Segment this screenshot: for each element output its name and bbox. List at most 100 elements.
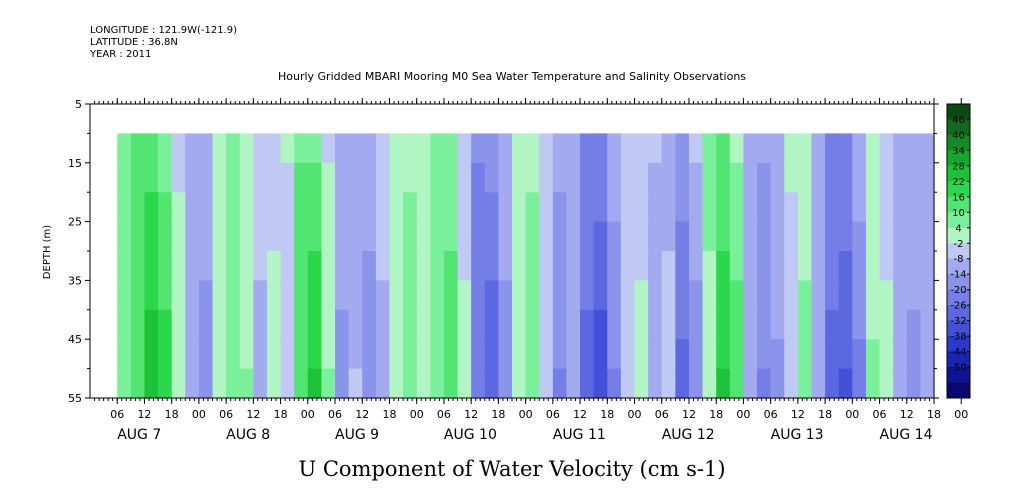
y-axis-label: DEPTH (m) (42, 225, 53, 279)
heatmap-cell (770, 339, 785, 370)
heatmap-cell (566, 221, 581, 252)
heatmap-cell (797, 192, 813, 223)
x-hour-label: 12 (900, 408, 914, 421)
heatmap-cell (443, 309, 459, 340)
heatmap-cell (294, 251, 309, 281)
heatmap-cell (620, 309, 636, 340)
heatmap-cell (688, 162, 704, 193)
heatmap-cell (416, 309, 431, 340)
heatmap-cell (198, 162, 214, 193)
x-hour-label: 18 (818, 408, 832, 421)
heatmap-cell (498, 309, 513, 340)
heatmap-cell (865, 221, 881, 252)
heatmap-cell (893, 309, 908, 340)
heatmap-cell (852, 280, 867, 311)
heatmap-cell (920, 221, 935, 252)
heatmap-cell (239, 251, 254, 281)
heatmap-cell (838, 368, 853, 399)
heatmap-cell (130, 368, 146, 399)
heatmap-cell (171, 192, 186, 223)
y-tick-label: 45 (68, 333, 82, 346)
heatmap-cell (171, 133, 186, 164)
heatmap-cell (348, 251, 363, 281)
heatmap-cell (879, 192, 894, 223)
heatmap-cell (797, 162, 813, 193)
colorbar-label: -38 (950, 332, 966, 343)
heatmap-cell (348, 221, 363, 252)
colorbar-label: -14 (950, 270, 966, 281)
colorbar-segment (947, 243, 970, 260)
heatmap-cell (620, 339, 636, 370)
heatmap-cell (348, 339, 363, 370)
heatmap-cell (920, 368, 935, 399)
heatmap-cell (811, 339, 826, 370)
heatmap-cell (757, 339, 772, 370)
heatmap-cell (266, 368, 282, 399)
heatmap-cell (893, 280, 908, 311)
heatmap-cell (375, 133, 391, 164)
heatmap-cell (675, 280, 690, 311)
heatmap-cell (757, 280, 772, 311)
heatmap-cell (348, 133, 363, 164)
heatmap-cell (539, 251, 554, 281)
colorbar-label: 28 (952, 161, 965, 172)
heatmap-cell (117, 251, 132, 281)
heatmap-cell (253, 221, 268, 252)
heatmap-cell (375, 309, 391, 340)
heatmap-cell (307, 309, 323, 340)
heatmap-cell (757, 251, 772, 281)
heatmap-cell (280, 368, 295, 399)
heatmap-cell (675, 339, 690, 370)
heatmap-cell (307, 221, 323, 252)
heatmap-cell (443, 368, 459, 399)
heatmap-cell (675, 368, 690, 399)
heatmap-cell (648, 368, 663, 399)
heatmap-cell (580, 280, 595, 311)
heatmap-cell (280, 192, 295, 223)
heatmap-cell (906, 368, 921, 399)
heatmap-cell (171, 368, 186, 399)
heatmap-cell (226, 251, 241, 281)
heatmap-cell (852, 339, 867, 370)
heatmap-cell (158, 133, 173, 164)
heatmap-cell (620, 251, 636, 281)
heatmap-cell (757, 368, 772, 399)
heatmap-cell (185, 309, 200, 340)
x-hour-label: 00 (845, 408, 859, 421)
x-hour-label: 00 (192, 408, 206, 421)
heatmap-cell (729, 251, 745, 281)
heatmap-cell (321, 251, 336, 281)
heatmap-cell (484, 251, 499, 281)
heatmap-cell (226, 280, 241, 311)
heatmap-cell (648, 309, 663, 340)
heatmap-cell (825, 221, 840, 252)
heatmap-cell (389, 251, 404, 281)
heatmap-cell (539, 339, 554, 370)
colorbar-segment (947, 165, 970, 182)
heatmap-cell (634, 280, 649, 311)
heatmap-cell (416, 368, 431, 399)
heatmap-cell (920, 133, 935, 164)
heatmap-cell (879, 133, 894, 164)
heatmap-cell (852, 221, 867, 252)
heatmap-cell (430, 162, 445, 193)
heatmap-cell (743, 280, 758, 311)
heatmap-cell (702, 309, 717, 340)
heatmap-cell (185, 133, 200, 164)
heatmap-cell (457, 221, 472, 252)
x-day-label: AUG 12 (662, 427, 715, 443)
heatmap-cell (688, 368, 704, 399)
x-hour-label: 12 (791, 408, 805, 421)
heatmap-cell (702, 280, 717, 311)
heatmap-cell (171, 339, 186, 370)
heatmap-cell (280, 280, 295, 311)
heatmap-cell (906, 221, 921, 252)
heatmap-cell (498, 133, 513, 164)
heatmap-cell (784, 368, 799, 399)
heatmap-cell (811, 251, 826, 281)
heatmap-cell (865, 309, 881, 340)
heatmap-cell (335, 192, 350, 223)
heatmap-cell (117, 133, 132, 164)
heatmap-cell (484, 192, 499, 223)
heatmap-cell (239, 221, 254, 252)
